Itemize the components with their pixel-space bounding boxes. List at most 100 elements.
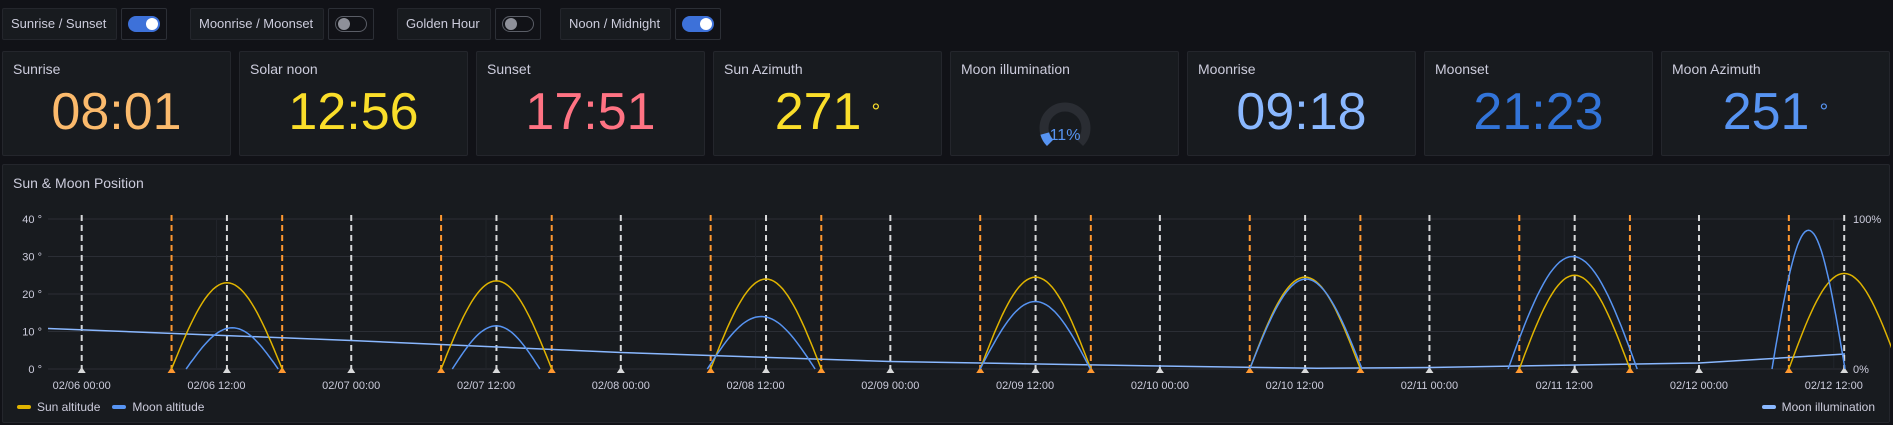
x-tick-label: 02/09 12:00: [996, 380, 1054, 392]
panel-title: Sunrise: [13, 61, 61, 77]
stat-panel-moon-illumination[interactable]: Moon illumination 11%: [950, 51, 1179, 156]
legend-right: Moon illumination: [1761, 400, 1875, 414]
toggle-moonrise-moonset: Moonrise / Moonset: [190, 8, 375, 40]
marker-arrow: [437, 367, 446, 373]
sun-altitude-line: [979, 276, 1092, 370]
toggle-golden-hour: Golden Hour: [397, 8, 541, 40]
moonrise-moonset-switch[interactable]: [335, 16, 368, 32]
marker-arrow: [492, 367, 501, 373]
toggle-container: [328, 8, 375, 40]
stat-unit: °: [871, 99, 881, 124]
marker-arrow: [77, 367, 86, 373]
marker-arrow: [976, 367, 985, 373]
sun-altitude-line: [170, 282, 283, 370]
timeseries-panel-sun-moon-position[interactable]: Sun & Moon Position 0 ° 10 ° 20 ° 30 ° 40 ° 0…: [2, 164, 1891, 423]
marker-arrow: [1031, 367, 1040, 373]
moon-altitude-line: [1249, 278, 1363, 370]
switch-knob: [146, 18, 159, 30]
x-tick-label: 02/07 00:00: [322, 380, 380, 392]
sun-moon-chart: 0 ° 10 ° 20 ° 30 ° 40 ° 0% 100% 02/06 00:00 02/0…: [22, 214, 1891, 392]
marker-arrow: [1784, 367, 1793, 373]
toggle-container: [121, 8, 168, 40]
sun-altitude-line: [1788, 272, 1891, 370]
panel-title: Moon illumination: [961, 61, 1070, 77]
marker-arrow: [278, 367, 287, 373]
legend-swatch: [1761, 405, 1776, 409]
legend-swatch: [17, 405, 31, 409]
sunrise-sunset-switch[interactable]: [128, 16, 161, 32]
golden-hour-switch[interactable]: [501, 16, 534, 32]
moon-altitude-line: [1507, 255, 1638, 370]
panel-title: Sun & Moon Position: [13, 175, 144, 191]
gauge-track: [1039, 102, 1091, 147]
stat-unit: °: [1819, 99, 1829, 124]
gauge-fill: [1040, 132, 1054, 147]
marker-arrow: [616, 367, 625, 373]
marker-arrow: [1840, 367, 1849, 373]
x-tick-label: 02/08 00:00: [592, 380, 650, 392]
legend-item-sun-altitude[interactable]: Sun altitude: [17, 400, 100, 414]
marker-arrow: [1245, 367, 1254, 373]
stat-panel-sunrise[interactable]: Sunrise 08:01: [2, 51, 231, 156]
panel-title: Moonrise: [1198, 61, 1256, 77]
y2-tick-label: 0%: [1853, 364, 1869, 376]
moon-altitude-line: [979, 300, 1091, 370]
stat-value: 08:01: [3, 82, 230, 142]
stat-number: 09:18: [1236, 83, 1367, 141]
stat-value: 251 °: [1662, 82, 1889, 142]
stat-panel-sun-azimuth[interactable]: Sun Azimuth 271 °: [713, 51, 942, 156]
marker-arrow: [167, 367, 176, 373]
panel-title: Moonset: [1435, 61, 1489, 77]
sun-altitude-line: [709, 278, 822, 370]
legend-label: Moon illumination: [1781, 400, 1875, 414]
variable-toggle-bar: Sunrise / Sunset Moonrise / Moonset Gold…: [0, 8, 1893, 40]
stat-number: 17:51: [525, 83, 656, 141]
stat-panel-moon-azimuth[interactable]: Moon Azimuth 251 °: [1661, 51, 1890, 156]
legend-left: Sun altitude Moon altitude: [17, 400, 204, 414]
x-tick-label: 02/10 12:00: [1266, 380, 1324, 392]
sun-altitude-line: [1518, 274, 1631, 370]
stat-panel-sunset[interactable]: Sunset 17:51: [476, 51, 705, 156]
sun-altitude-line: [440, 280, 553, 370]
x-tick-label: 02/09 00:00: [861, 380, 919, 392]
noon-midnight-switch[interactable]: [682, 16, 715, 32]
stat-number: 271: [774, 83, 862, 141]
x-tick-label: 02/06 12:00: [187, 380, 245, 392]
marker-arrow: [886, 367, 895, 373]
marker-arrow: [1425, 367, 1434, 373]
y-tick-label: 10 °: [22, 327, 42, 339]
y-tick-label: 0 °: [28, 364, 42, 376]
toggle-label: Sunrise / Sunset: [2, 8, 118, 40]
x-tick-label: 02/07 12:00: [457, 380, 515, 392]
panel-title: Moon Azimuth: [1672, 61, 1761, 77]
marker-arrow: [1155, 367, 1164, 373]
stat-number: 251: [1722, 83, 1810, 141]
legend-item-moon-altitude[interactable]: Moon altitude: [112, 400, 204, 414]
stat-panel-moonset[interactable]: Moonset 21:23: [1424, 51, 1653, 156]
y-tick-label: 30 °: [22, 252, 42, 264]
marker-arrow: [762, 367, 771, 373]
toggle-label: Noon / Midnight: [560, 8, 672, 40]
marker-arrow: [1570, 367, 1579, 373]
marker-arrow: [222, 367, 231, 373]
x-tick-label: 02/12 12:00: [1805, 380, 1863, 392]
marker-arrow: [547, 367, 556, 373]
moon-illumination-gauge: 11%: [1039, 102, 1091, 147]
toggle-label: Golden Hour: [397, 8, 491, 40]
panel-title: Sunset: [487, 61, 531, 77]
moon-altitude-line: [185, 327, 279, 370]
stat-number: 12:56: [288, 83, 419, 141]
gauge-label: 11%: [1050, 127, 1081, 144]
stat-panel-solar-noon[interactable]: Solar noon 12:56: [239, 51, 468, 156]
stat-panel-moonrise[interactable]: Moonrise 09:18: [1187, 51, 1416, 156]
x-tick-label: 02/06 00:00: [53, 380, 111, 392]
stat-value: 271 °: [714, 82, 941, 142]
marker-arrow: [1515, 367, 1524, 373]
toggle-noon-midnight: Noon / Midnight: [560, 8, 722, 40]
marker-arrow: [1694, 367, 1703, 373]
toggle-sunrise-sunset: Sunrise / Sunset: [2, 8, 168, 40]
legend-swatch: [112, 405, 127, 409]
legend-label: Moon altitude: [132, 400, 205, 414]
legend-item-moon-illumination[interactable]: Moon illumination: [1761, 400, 1875, 414]
y2-tick-label: 100%: [1853, 214, 1881, 226]
